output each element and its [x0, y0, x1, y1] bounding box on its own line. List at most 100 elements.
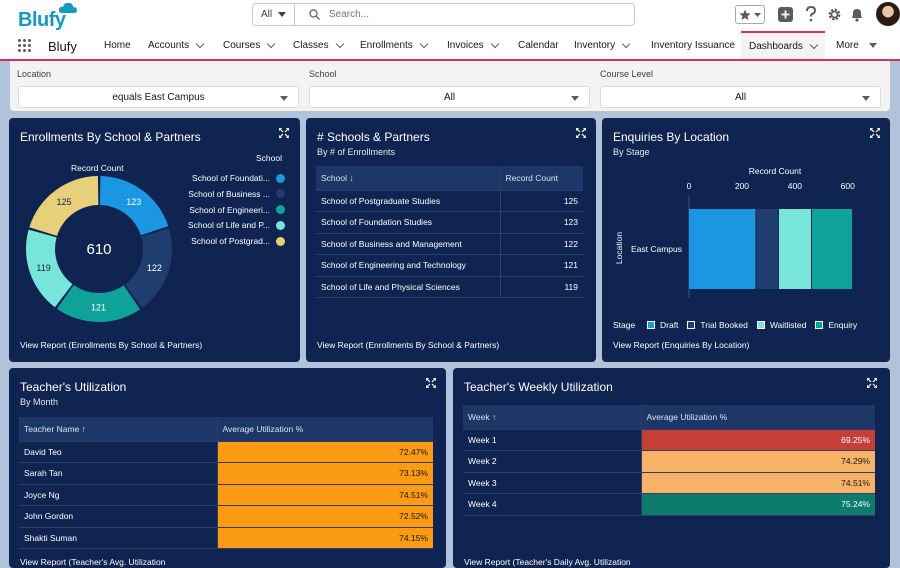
nav-item-classes[interactable]: Classes	[293, 31, 344, 59]
legend-item[interactable]: School of Business ...	[169, 189, 285, 199]
nav-item-inventory[interactable]: Inventory	[574, 31, 631, 59]
help-icon[interactable]	[802, 5, 820, 23]
bar-segment[interactable]	[812, 209, 853, 289]
avatar[interactable]	[876, 2, 900, 26]
table-cell: 121	[500, 254, 583, 277]
table-row[interactable]: Sarah Tan 73.13%	[19, 462, 433, 485]
table-row[interactable]: School of Postgraduate Studies 125	[316, 190, 583, 212]
legend-swatch	[815, 321, 824, 329]
legend-label: Waitlisted	[769, 320, 807, 330]
table-row[interactable]: Week 2 74.29%	[463, 450, 875, 473]
column-header-week[interactable]: Week ↑	[463, 405, 642, 430]
column-header-average-utilization[interactable]: Average Utilization %	[217, 417, 433, 442]
chevron-down-icon[interactable]	[809, 40, 819, 49]
table-row[interactable]: Week 1 69.25%	[463, 429, 875, 451]
expand-icon[interactable]	[870, 128, 880, 138]
column-header-school[interactable]: School ↓	[316, 166, 501, 191]
table-row[interactable]: Shakti Suman 74.15%	[19, 527, 433, 549]
favorites-button[interactable]	[735, 5, 765, 24]
chevron-down-icon[interactable]	[621, 39, 631, 48]
table-row[interactable]: Joyce Ng 74.51%	[19, 484, 433, 506]
table-row[interactable]: School of Life and Physical Sciences 119	[316, 276, 583, 298]
table-row[interactable]: David Teo 72.47%	[19, 441, 433, 463]
star-icon	[739, 9, 751, 20]
donut-segment[interactable]	[125, 228, 172, 308]
search-scope-dropdown[interactable]: All	[253, 4, 295, 25]
bell-icon[interactable]	[848, 5, 866, 23]
donut-segment[interactable]	[29, 176, 99, 236]
nav-item-more[interactable]: More	[836, 31, 877, 59]
column-label: Record Count	[505, 172, 558, 183]
view-report-link[interactable]: View Report (Enrollments By School & Par…	[317, 340, 500, 350]
card-title: # Schools & Partners	[317, 130, 430, 144]
bar-segment[interactable]	[689, 209, 756, 289]
filter-course-level-label: Course Level	[600, 69, 654, 79]
legend-item[interactable]: School of Engineeri...	[169, 205, 285, 215]
table-row[interactable]: Week 3 74.51%	[463, 472, 875, 494]
nav-item-home[interactable]: Home	[104, 31, 131, 59]
nav-item-inventory-issuance[interactable]: Inventory Issuance	[651, 31, 735, 59]
nav-item-dashboards[interactable]: Dashboards	[741, 31, 825, 59]
expand-icon[interactable]	[576, 128, 586, 138]
expand-icon[interactable]	[279, 128, 289, 138]
search-input[interactable]	[329, 9, 634, 20]
chevron-down-icon[interactable]	[195, 39, 205, 48]
expand-icon[interactable]	[426, 378, 436, 388]
chevron-down-icon[interactable]	[335, 39, 344, 48]
add-icon[interactable]	[776, 5, 794, 23]
expand-icon[interactable]	[867, 378, 877, 388]
view-report-link[interactable]: View Report (Enquiries By Location)	[613, 340, 750, 350]
nav-item-label: More	[836, 39, 859, 51]
app-launcher-icon[interactable]	[18, 39, 32, 53]
nav-item-enrollments[interactable]: Enrollments	[360, 31, 429, 59]
filter-location-select[interactable]: equals East Campus	[18, 86, 299, 108]
x-axis-title: Record Count	[749, 166, 802, 176]
bar-segment[interactable]	[756, 209, 778, 289]
legend-item[interactable]: Draft	[647, 320, 678, 330]
table-row[interactable]: School of Engineering and Technology 121	[316, 254, 583, 277]
donut-segment[interactable]	[25, 229, 73, 308]
legend-item[interactable]: Enquiry	[815, 320, 857, 330]
view-report-link[interactable]: View Report (Enrollments By School & Par…	[20, 340, 203, 350]
legend-label: School of Foundati...	[192, 173, 270, 183]
table-row[interactable]: Week 4 75.24%	[463, 493, 875, 516]
segment-label: 125	[56, 197, 71, 207]
segment-label: 122	[147, 263, 162, 273]
nav-item-courses[interactable]: Courses	[223, 31, 276, 59]
caret-down-icon	[278, 12, 287, 17]
search-scope-label: All	[260, 9, 273, 20]
nav-item-invoices[interactable]: Invoices	[447, 31, 499, 59]
nav-item-accounts[interactable]: Accounts	[148, 31, 205, 59]
card-title: Enquiries By Location	[613, 130, 730, 144]
chevron-down-icon[interactable]	[490, 39, 499, 48]
schools-partners-card: # Schools & Partners By # of Enrollments…	[306, 118, 596, 362]
donut-segment[interactable]	[99, 176, 169, 236]
view-report-link[interactable]: View Report (Teacher's Daily Avg. Utiliz…	[464, 557, 631, 567]
x-tick-label: 0	[687, 181, 692, 191]
table-cell: 74.29%	[641, 450, 875, 473]
donut-segment[interactable]	[56, 284, 141, 322]
view-report-link[interactable]: View Report (Teacher's Avg. Utilization	[20, 557, 166, 567]
gear-icon[interactable]	[825, 5, 843, 23]
legend-item[interactable]: School of Foundati...	[169, 173, 285, 183]
chevron-down-icon[interactable]	[267, 39, 276, 48]
donut-total: 610	[86, 241, 111, 258]
legend-item[interactable]: School of Postgrad...	[169, 236, 285, 246]
table-row[interactable]: John Gordon 72.52%	[19, 505, 433, 528]
bar-segment[interactable]	[778, 209, 812, 289]
chevron-down-icon[interactable]	[419, 39, 429, 48]
column-header-average-utilization[interactable]: Average Utilization %	[641, 405, 875, 430]
weekly-utilization-table: Week ↑ Average Utilization % Week 1 69.25…	[463, 405, 875, 516]
column-header-record-count[interactable]: Record Count	[500, 166, 583, 191]
legend-item[interactable]: School of Life and P...	[169, 220, 285, 230]
logo[interactable]: Blufy	[18, 2, 78, 31]
table-row[interactable]: School of Foundation Studies 123	[316, 211, 583, 234]
table-row[interactable]: School of Business and Management 122	[316, 233, 583, 255]
legend-item[interactable]: Trial Booked	[687, 320, 748, 330]
column-header-teacher-name[interactable]: Teacher Name ↑	[19, 417, 218, 442]
filter-school-select[interactable]: All	[309, 86, 590, 108]
filter-course-level-select[interactable]: All	[600, 86, 881, 108]
legend-item[interactable]: Waitlisted	[756, 320, 807, 330]
teacher-utilization-table: Teacher Name ↑ Average Utilization % Dav…	[19, 417, 433, 549]
nav-item-calendar[interactable]: Calendar	[518, 31, 559, 59]
